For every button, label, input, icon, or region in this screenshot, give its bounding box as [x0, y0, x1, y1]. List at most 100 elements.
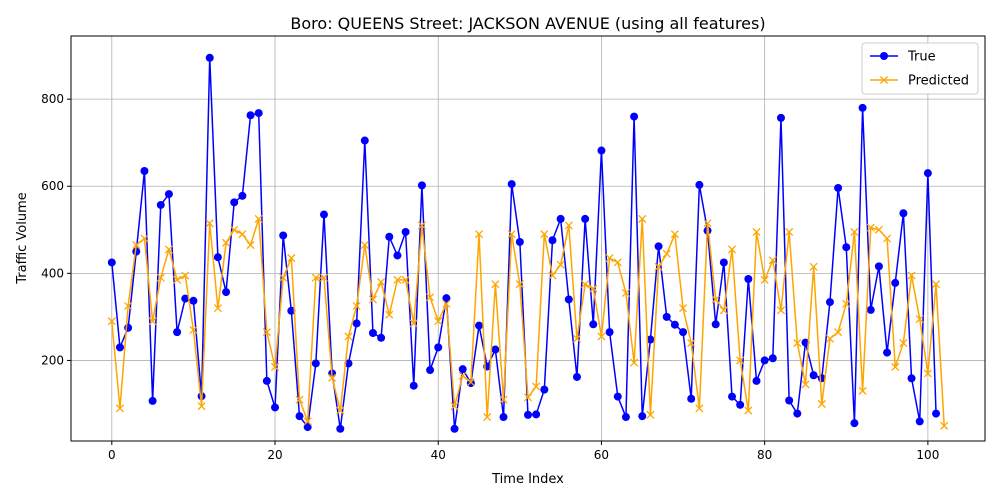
data-point — [418, 181, 426, 189]
x-tick-label: 20 — [267, 448, 282, 462]
data-point — [924, 169, 932, 177]
data-point — [744, 275, 752, 283]
data-point — [385, 233, 393, 241]
data-point — [842, 243, 850, 251]
data-point — [500, 413, 508, 421]
data-point — [834, 184, 842, 192]
data-point — [108, 258, 116, 266]
data-point — [638, 412, 646, 420]
data-point — [850, 419, 858, 427]
data-point — [581, 215, 589, 223]
data-point — [361, 137, 369, 145]
data-point — [679, 328, 687, 336]
data-point — [459, 365, 467, 373]
x-tick-label: 0 — [108, 448, 116, 462]
data-point — [589, 320, 597, 328]
data-point — [353, 319, 361, 327]
data-point — [157, 201, 165, 209]
data-point — [614, 393, 622, 401]
legend-label: Predicted — [908, 74, 969, 89]
y-tick-label: 200 — [41, 353, 64, 367]
data-point — [508, 180, 516, 188]
data-point — [377, 334, 385, 342]
data-point — [410, 382, 418, 390]
data-point — [695, 181, 703, 189]
data-point — [116, 343, 124, 351]
data-point — [247, 111, 255, 119]
legend-label: True — [907, 50, 936, 65]
data-point — [565, 295, 573, 303]
data-point — [336, 425, 344, 433]
data-point — [491, 346, 499, 354]
data-point — [655, 242, 663, 250]
data-point — [320, 211, 328, 219]
data-point — [728, 393, 736, 401]
legend: True Predicted — [862, 43, 978, 94]
data-point — [548, 236, 556, 244]
data-point — [434, 343, 442, 351]
data-point — [597, 147, 605, 155]
data-point — [230, 198, 238, 206]
data-point — [891, 279, 899, 287]
data-point — [899, 209, 907, 217]
y-axis-label: Traffic Volume — [15, 192, 30, 285]
data-point — [557, 215, 565, 223]
x-tick-label: 100 — [916, 448, 939, 462]
data-point — [932, 410, 940, 418]
data-point — [540, 386, 548, 394]
data-point — [214, 253, 222, 261]
data-point — [875, 262, 883, 270]
data-point — [516, 238, 524, 246]
data-point — [736, 401, 744, 409]
chart-title: Boro: QUEENS Street: JACKSON AVENUE (usi… — [290, 14, 765, 33]
x-axis-label: Time Index — [491, 472, 564, 487]
data-point — [451, 425, 459, 433]
data-point — [206, 54, 214, 62]
data-point — [426, 366, 434, 374]
x-tick-label: 40 — [431, 448, 446, 462]
data-point — [785, 397, 793, 405]
y-tick-label: 800 — [41, 92, 64, 106]
data-point — [687, 395, 695, 403]
data-point — [826, 298, 834, 306]
data-point — [263, 377, 271, 385]
data-point — [793, 410, 801, 418]
data-point — [140, 167, 148, 175]
data-point — [271, 403, 279, 411]
data-point — [524, 411, 532, 419]
data-point — [916, 417, 924, 425]
data-point — [296, 412, 304, 420]
data-point — [859, 104, 867, 112]
data-point — [671, 321, 679, 329]
data-point — [222, 288, 230, 296]
data-point — [393, 251, 401, 259]
data-point — [630, 113, 638, 121]
data-point — [532, 410, 540, 418]
data-point — [255, 109, 263, 117]
y-tick-label: 600 — [41, 179, 64, 193]
data-point — [606, 328, 614, 336]
data-point — [189, 297, 197, 305]
data-point — [238, 192, 246, 200]
data-point — [769, 354, 777, 362]
data-point — [475, 322, 483, 330]
data-point — [712, 320, 720, 328]
data-point — [622, 413, 630, 421]
x-tick-label: 80 — [757, 448, 772, 462]
data-point — [810, 371, 818, 379]
data-point — [124, 324, 132, 332]
data-point — [149, 397, 157, 405]
data-point — [753, 377, 761, 385]
x-tick-label: 60 — [594, 448, 609, 462]
data-point — [761, 356, 769, 364]
data-point — [173, 328, 181, 336]
y-tick-label: 400 — [41, 266, 64, 280]
data-point — [867, 306, 875, 314]
data-point — [720, 258, 728, 266]
legend-marker — [880, 52, 888, 60]
data-point — [777, 114, 785, 122]
data-point — [402, 228, 410, 236]
data-point — [279, 231, 287, 239]
